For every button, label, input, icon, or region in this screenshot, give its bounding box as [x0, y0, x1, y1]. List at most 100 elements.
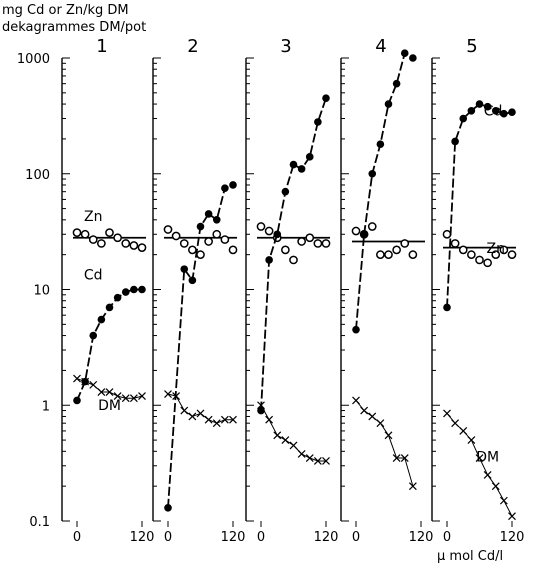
cd-point	[89, 331, 98, 340]
dm-fit-line	[355, 400, 414, 487]
zn-point	[163, 225, 173, 234]
panel-4: 4 0 120	[340, 36, 434, 545]
series-cd	[257, 94, 330, 415]
cd-point	[500, 109, 508, 118]
y-tick-label: 1000	[17, 52, 50, 67]
x-tick-label: 120	[409, 530, 434, 545]
dm-point	[483, 471, 492, 479]
dm-point	[265, 415, 274, 424]
cd-point	[188, 276, 197, 285]
y-tick-label: 10	[33, 284, 50, 299]
dm-point	[297, 449, 306, 458]
series-dm	[443, 409, 516, 521]
cd-point	[467, 106, 476, 115]
zn-point	[499, 245, 509, 255]
dm-point	[443, 409, 451, 418]
cd-point	[196, 222, 205, 231]
cd-point	[360, 230, 368, 239]
zn-point	[321, 239, 331, 248]
panel-1: 1 0 120 Zn Cd DM	[61, 36, 155, 545]
zn-point	[400, 239, 410, 248]
cd-point	[297, 165, 306, 173]
dm-point	[257, 401, 265, 410]
panel-title: 3	[280, 36, 291, 57]
cd-point	[508, 108, 516, 117]
cd-fit-line	[260, 97, 327, 411]
zn-point	[450, 239, 460, 248]
series-dm	[164, 390, 237, 428]
dm-point	[459, 427, 468, 435]
cd-point	[409, 54, 417, 62]
cd-point	[384, 100, 393, 108]
dm-point	[508, 512, 516, 521]
y-axis-label-line1: mg Cd or Zn/kg DM	[2, 3, 129, 18]
cd-point	[352, 325, 360, 334]
dm-point	[81, 377, 90, 386]
zn-point	[105, 228, 114, 237]
x-tick-label: 120	[130, 530, 155, 545]
zn-point	[171, 231, 181, 241]
dm-point	[360, 406, 369, 415]
zn-point	[264, 226, 274, 236]
cd-fit-line	[355, 52, 414, 330]
dm-point	[491, 482, 500, 491]
dm-point	[289, 441, 298, 450]
dm-point	[89, 380, 98, 389]
dm-point	[451, 419, 460, 428]
panel-title: 5	[466, 36, 477, 57]
zn-point	[188, 245, 197, 255]
dm-point	[164, 390, 172, 398]
cd-point	[289, 160, 298, 169]
cd-point	[322, 94, 330, 102]
x-tick-label: 120	[500, 530, 525, 545]
series-dm	[257, 401, 330, 465]
zn-point	[121, 239, 131, 248]
cd-point	[164, 504, 172, 512]
cd-point	[97, 315, 106, 324]
cd-point	[204, 210, 213, 218]
cd-point	[368, 169, 377, 178]
cd-point	[121, 288, 130, 296]
zn-point	[97, 239, 106, 248]
dm-point	[392, 454, 401, 462]
dm-point	[97, 388, 106, 396]
cd-point	[180, 265, 189, 273]
zn-point	[179, 239, 189, 248]
dm-point	[368, 412, 377, 421]
x-tick-label: 0	[164, 530, 172, 545]
chart-panels: 1 0 120 Zn Cd DM 2 0 120 3 0 120 4 0 120 5 0 120 Zn Cd DM	[61, 36, 525, 545]
series-zn	[72, 228, 147, 252]
cd-point	[475, 100, 484, 108]
cd-point	[281, 187, 290, 196]
zn-point	[491, 250, 501, 260]
cd-point	[392, 79, 401, 88]
dm-point	[499, 496, 508, 505]
zn-point	[228, 245, 238, 255]
dm-point	[322, 457, 330, 465]
series-cd	[443, 100, 516, 312]
y-tick-label: 1	[42, 399, 50, 414]
x-tick-label: 120	[221, 530, 246, 545]
series-cd	[352, 49, 417, 334]
cd-point	[443, 303, 451, 312]
dm-point	[305, 454, 314, 462]
cd-fit-line	[446, 103, 513, 308]
cd-point	[483, 102, 492, 111]
y-axis-label-line2: dekagrammes DM/pot	[2, 20, 146, 35]
cd-point	[459, 114, 468, 123]
y-tick-labels: 1000 100 10 1 0.1	[17, 52, 50, 530]
cd-point	[314, 118, 322, 126]
zn-point	[137, 243, 147, 252]
zn-point	[458, 245, 468, 255]
zn-point	[483, 258, 492, 268]
dm-point	[220, 415, 229, 424]
dm-point	[467, 436, 476, 445]
dm-point	[180, 406, 189, 415]
dm-point	[376, 419, 385, 428]
zn-point	[80, 229, 90, 239]
series-label-zn: Zn	[84, 209, 102, 225]
zn-point	[392, 245, 401, 255]
panel-title: 1	[96, 36, 107, 57]
dm-point	[121, 394, 130, 403]
dm-point	[188, 412, 197, 421]
